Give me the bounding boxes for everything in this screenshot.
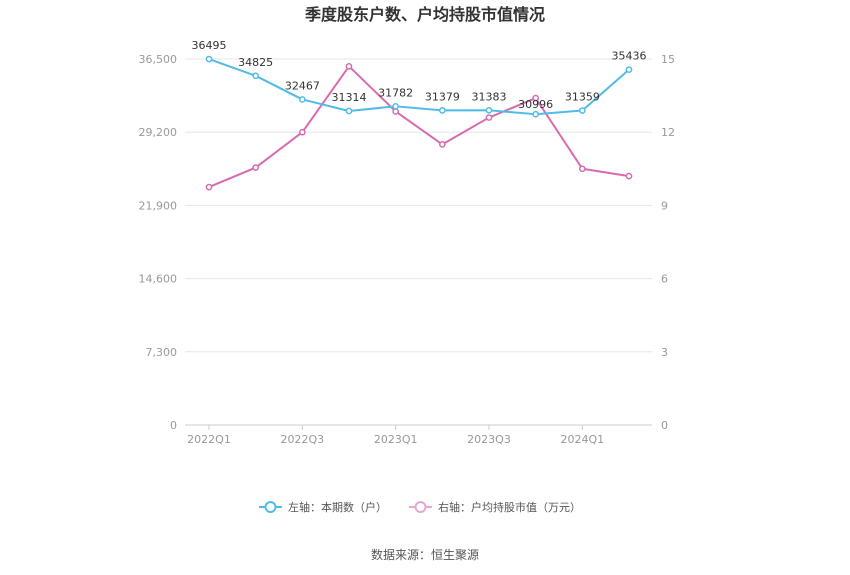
right-tick-label: 15 — [661, 53, 675, 66]
series-households-point — [578, 107, 586, 114]
series-avg-value-line — [208, 65, 630, 189]
legend[interactable]: 左轴：本期数（户） 右轴：户均持股市值（万元） — [259, 500, 581, 514]
series-households-point — [205, 55, 213, 63]
left-tick-label: 29,200 — [139, 126, 178, 139]
series-households-point — [532, 110, 540, 118]
x-tick-label: 2022Q1 — [187, 433, 231, 446]
series-households-point — [485, 106, 493, 114]
series-avg-value-point — [438, 141, 446, 148]
series-households-point — [345, 107, 353, 115]
left-tick-label: 36,500 — [139, 53, 178, 66]
x-tick-label: 2024Q1 — [561, 433, 605, 446]
right-tick-label: 3 — [661, 346, 668, 359]
x-tick-label: 2023Q3 — [467, 433, 511, 446]
series-households-point — [625, 66, 633, 74]
left-tick-label: 14,600 — [139, 273, 178, 286]
x-axis: 2022Q1 2022Q3 2023Q1 2023Q3 2024Q1 — [187, 425, 604, 446]
left-axis: 0 7,300 14,600 21,900 29,200 36,500 — [139, 53, 178, 432]
left-tick-label: 7,300 — [146, 346, 178, 359]
series-households-point — [392, 102, 400, 110]
series-avg-value-point — [205, 183, 213, 191]
data-label: 31782 — [378, 86, 413, 99]
data-label: 31379 — [425, 90, 460, 103]
series-avg-value-point — [532, 94, 540, 102]
data-label: 30996 — [518, 98, 553, 111]
data-label: 32467 — [285, 79, 320, 92]
series-avg-value-point — [578, 165, 586, 173]
series-avg-value-point — [298, 128, 306, 136]
chart-title: 季度股东户数、户均持股市值情况 — [304, 5, 545, 24]
x-tick-label: 2023Q1 — [374, 433, 418, 446]
right-tick-label: 12 — [661, 126, 675, 139]
series-avg-value-point — [625, 172, 633, 180]
series-layer: 36495 34825 32467 31314 31782 31379 31383 30996… — [192, 39, 647, 191]
right-axis: 0 3 6 9 12 15 — [661, 53, 675, 432]
series-households-line — [208, 58, 630, 116]
legend-item-households[interactable]: 左轴：本期数（户） — [259, 500, 387, 514]
series-avg-value-point — [345, 62, 353, 70]
data-label: 35436 — [612, 50, 647, 63]
data-label: 31359 — [565, 91, 600, 104]
legend-item-avg-value[interactable]: 右轴：户均持股市值（万元） — [409, 500, 581, 514]
left-tick-label: 21,900 — [139, 199, 178, 212]
series-households-point — [298, 96, 306, 103]
data-label: 34825 — [238, 56, 273, 69]
grid — [185, 58, 652, 426]
data-label: 36495 — [192, 39, 227, 52]
series-avg-value-point — [485, 114, 493, 121]
x-tick-label: 2022Q3 — [281, 433, 325, 446]
data-label: 31314 — [332, 91, 367, 104]
right-tick-label: 0 — [661, 419, 668, 432]
source-note: 数据来源：恒生聚源 — [371, 547, 479, 562]
data-label: 31383 — [472, 90, 507, 103]
right-tick-label: 9 — [661, 199, 668, 212]
right-tick-label: 6 — [661, 273, 668, 286]
series-households-point — [438, 107, 446, 114]
legend-label-avg-value: 右轴：户均持股市值（万元） — [438, 500, 581, 514]
left-tick-label: 0 — [170, 419, 177, 432]
series-avg-value-point — [252, 164, 260, 171]
series-households-point — [252, 72, 260, 80]
legend-label-households: 左轴：本期数（户） — [288, 500, 387, 514]
